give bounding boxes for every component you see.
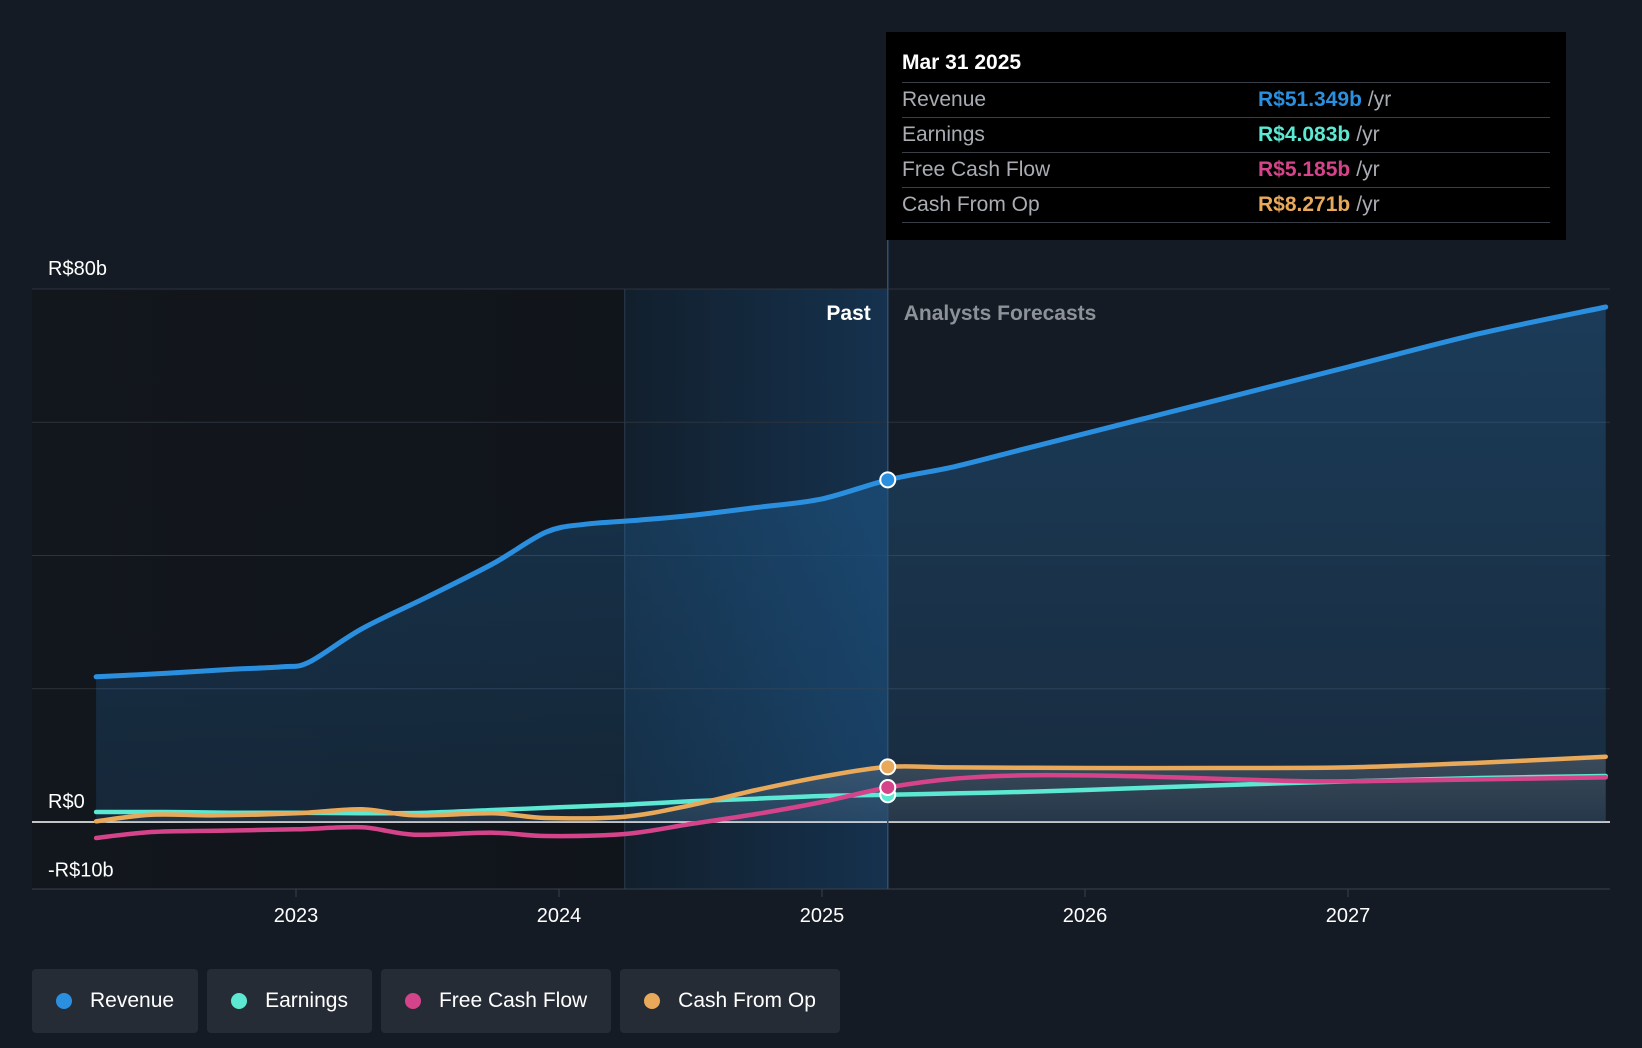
legend-dot-icon <box>404 993 421 1009</box>
x-tick-label: 2027 <box>1326 905 1371 927</box>
legend: Revenue Earnings Free Cash Flow Cash Fro… <box>32 969 840 1033</box>
legend-dot-icon <box>56 993 72 1009</box>
legend-item-free-cash-flow[interactable]: Free Cash Flow <box>380 969 612 1033</box>
tooltip: Mar 31 2025 Revenue R$51.349b /yr Earnin… <box>886 32 1566 240</box>
tooltip-row-free-cash-flow: Free Cash Flow R$5.185b /yr <box>902 152 1550 187</box>
revenue-line <box>93 304 1609 680</box>
legend-label: Revenue <box>90 989 175 1012</box>
legend-dot-icon <box>644 993 661 1009</box>
y-tick-label: R$80b <box>48 258 107 280</box>
tooltip-row-cash-from-op: Cash From Op R$8.271b /yr <box>902 187 1550 223</box>
legend-dot-icon <box>231 993 248 1009</box>
legend-label: Earnings <box>265 989 348 1012</box>
tooltip-label: Cash From Op <box>902 193 1040 216</box>
x-tick-label: 2025 <box>800 905 845 927</box>
y-tick-label: R$0 <box>48 791 85 813</box>
tooltip-value: R$51.349b <box>1258 88 1362 111</box>
revenue-area <box>96 307 1606 822</box>
forecast-label: Analysts Forecasts <box>904 302 1097 325</box>
tooltip-value: R$5.185b <box>1258 158 1351 181</box>
y-tick-label: -R$10b <box>48 860 114 882</box>
tooltip-unit: /yr <box>1356 158 1380 181</box>
cash-from-op-marker <box>879 758 897 776</box>
tooltip-row-earnings: Earnings R$4.083b /yr <box>902 117 1550 152</box>
tooltip-value: R$8.271b <box>1258 193 1351 216</box>
x-tick-label: 2024 <box>537 905 582 927</box>
legend-item-cash-from-op[interactable]: Cash From Op <box>620 969 840 1033</box>
tooltip-date: Mar 31 2025 <box>902 51 1022 74</box>
tooltip-label: Free Cash Flow <box>902 158 1051 181</box>
tooltip-unit: /yr <box>1356 123 1380 146</box>
tooltip-row-revenue: Revenue R$51.349b /yr <box>902 82 1550 117</box>
past-label: Past <box>826 302 870 325</box>
legend-item-revenue[interactable]: Revenue <box>32 969 199 1033</box>
x-tick-label: 2023 <box>274 905 319 927</box>
cash-from-op-line <box>93 754 1608 824</box>
tooltip-unit: /yr <box>1356 193 1380 216</box>
tooltip-unit: /yr <box>1367 88 1392 111</box>
legend-label: Free Cash Flow <box>438 989 588 1012</box>
tooltip-label: Earnings <box>902 123 985 146</box>
cash-from-op-area <box>96 756 1606 822</box>
tooltip-label: Revenue <box>902 88 987 111</box>
legend-label: Cash From Op <box>678 989 816 1012</box>
x-tick-label: 2026 <box>1063 905 1108 927</box>
revenue-marker <box>879 471 897 489</box>
tooltip-value: R$4.083b <box>1258 123 1351 146</box>
free-cash-flow-line <box>93 772 1608 841</box>
free-cash-flow-marker <box>879 778 897 796</box>
legend-item-earnings[interactable]: Earnings <box>207 969 372 1033</box>
